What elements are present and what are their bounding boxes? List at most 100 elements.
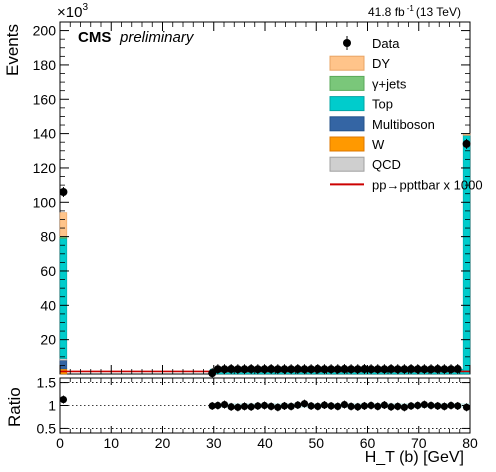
x-axis-label: H_T (b) [GeV] — [365, 449, 464, 466]
data-point — [233, 365, 242, 374]
legend-swatch-multiboson — [329, 116, 365, 132]
x-tick-label: 50 — [308, 435, 324, 451]
x-tick-label: 80 — [462, 435, 478, 451]
ratio-point — [227, 403, 235, 411]
ratio-point — [260, 401, 269, 410]
data-point — [367, 365, 376, 374]
legend-label-multiboson: Multiboson — [372, 117, 435, 132]
ratio-point — [320, 401, 329, 409]
ratio-point — [220, 400, 229, 409]
ratio-tick-label: 1.5 — [37, 375, 57, 391]
y-tick-label: 180 — [33, 57, 57, 73]
ratio-point — [434, 402, 442, 410]
x-tick-label: 30 — [206, 435, 222, 451]
ratio-point — [267, 402, 275, 411]
x-tick-label: 0 — [56, 435, 64, 451]
x-tick-label: 10 — [103, 435, 119, 451]
legend-swatch-top — [329, 96, 365, 112]
y-axis-label: Events — [3, 24, 22, 76]
ratio-point — [214, 401, 222, 410]
ratio-point — [374, 402, 382, 411]
legend-swatch-jets — [329, 75, 365, 91]
legend-label-data: Data — [372, 36, 400, 51]
legend: Data DY γ+jets Top Multiboson W QCD pp→ppttbar … — [329, 36, 483, 192]
ratio-point — [407, 402, 415, 410]
data-point — [227, 365, 236, 374]
ratio-tick-label: 0.5 — [37, 420, 57, 436]
y-tick-label: 140 — [33, 126, 57, 142]
ratio-point — [447, 401, 455, 410]
legend-swatch-dy — [329, 55, 365, 71]
data-point — [387, 365, 396, 374]
ratio-point — [287, 402, 295, 411]
data-point — [333, 365, 342, 374]
ratio-point — [280, 402, 289, 410]
legend-marker-data — [343, 39, 351, 47]
legend-label-qcd: QCD — [372, 157, 401, 172]
x-tick-label: 20 — [155, 435, 171, 451]
stack-bar-0-dy — [59, 212, 68, 237]
lumi-label: 41.8 fb -1 (13 TeV) — [368, 4, 461, 19]
data-point — [433, 365, 442, 374]
data-point — [413, 365, 422, 374]
y-tick-label: 40 — [40, 297, 56, 313]
ratio-point — [334, 402, 342, 411]
y-axis: 20 40 60 80 100 120 140 160 180 200 — [33, 23, 470, 366]
x-tick-label: 40 — [257, 435, 273, 451]
ratio-point — [59, 395, 68, 404]
ratio-point — [454, 402, 462, 410]
ratio-point — [380, 401, 389, 409]
data-point — [247, 365, 256, 374]
ratio-point — [462, 403, 471, 411]
stack-bar-1-top — [462, 135, 471, 375]
legend-label-w: W — [372, 137, 385, 152]
y-multiplier: ×103 — [57, 2, 88, 21]
ratio-point — [340, 400, 349, 409]
ratio-point — [300, 400, 309, 408]
ratio-point — [420, 400, 428, 409]
data-point — [307, 365, 316, 374]
y-tick-label: 60 — [40, 263, 56, 279]
stack-bar-0-top — [59, 238, 68, 359]
data-point — [420, 365, 429, 374]
data-point — [59, 187, 68, 196]
legend-label-dy: DY — [372, 56, 390, 71]
ratio-point — [307, 402, 315, 410]
ratio-point — [294, 401, 302, 409]
y-tick-label: 20 — [40, 332, 56, 348]
ratio-point — [254, 402, 262, 410]
data-point — [300, 365, 309, 374]
data-point — [327, 365, 336, 374]
data-point — [280, 365, 289, 374]
ratio-point — [208, 402, 216, 410]
data-point — [462, 139, 471, 148]
data-point — [393, 365, 402, 374]
y-tick-label: 80 — [40, 229, 56, 245]
y-tick-label: 120 — [33, 160, 57, 176]
data-layer — [59, 138, 471, 379]
legend-label-pp-ppttbar-x-1000: pp→ppttbar x 1000 — [372, 177, 483, 192]
data-point — [407, 365, 416, 374]
data-point — [453, 365, 462, 374]
data-point — [440, 365, 449, 374]
ratio-point — [354, 403, 362, 411]
ratio-point — [427, 401, 435, 410]
ratio-panel: Ratio 0.5 1 1.5 0 10 20 30 40 50 60 70 80 H_T (b) … — [5, 22, 478, 466]
x-tick-label: 60 — [360, 435, 376, 451]
legend-swatch-qcd — [329, 156, 365, 172]
ratio-point — [400, 403, 408, 411]
ratio-point — [274, 403, 282, 411]
stack-layer — [59, 133, 471, 375]
x-tick-label: 70 — [411, 435, 427, 451]
data-point — [287, 365, 296, 374]
data-point — [360, 365, 369, 374]
ratio-point — [234, 403, 242, 411]
ratio-point — [240, 402, 249, 411]
ratio-point — [367, 401, 375, 410]
data-point — [220, 365, 229, 374]
data-point — [273, 365, 282, 374]
data-point — [380, 365, 389, 374]
preliminary-label: preliminary — [119, 29, 195, 46]
x-axis: 0 10 20 30 40 50 60 70 80 — [56, 22, 478, 451]
